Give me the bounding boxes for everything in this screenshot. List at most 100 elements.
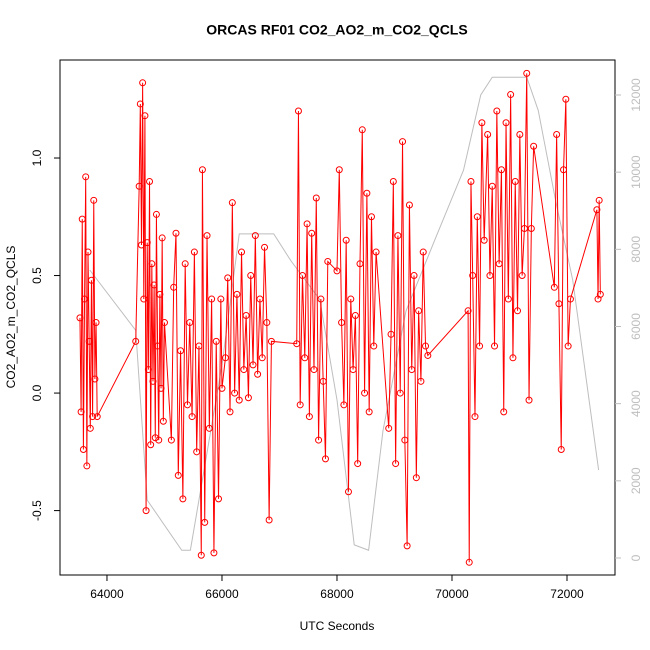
y2-tick-label: 10000 (629, 155, 643, 189)
point (467, 178, 475, 186)
point (158, 234, 166, 242)
point (424, 351, 432, 359)
point (367, 213, 375, 221)
point (136, 100, 144, 108)
point (305, 413, 313, 421)
point (399, 138, 407, 146)
point (372, 248, 380, 256)
point (186, 319, 194, 327)
point (140, 295, 148, 303)
point (356, 260, 364, 268)
y-tick-label: 1.0 (30, 149, 44, 166)
y2-tick-label: 12000 (629, 78, 643, 112)
point (177, 347, 185, 355)
point (317, 295, 325, 303)
point (486, 272, 494, 280)
point (566, 295, 574, 303)
point (476, 342, 484, 350)
point (167, 436, 175, 444)
point (560, 166, 568, 174)
point (480, 236, 488, 244)
point (148, 260, 156, 268)
point (525, 396, 533, 404)
point (195, 342, 203, 350)
point (247, 272, 255, 280)
point (312, 194, 320, 202)
point (495, 260, 503, 268)
y-tick-label: 0.0 (30, 384, 44, 401)
chart-title: ORCAS RF01 CO2_AO2_m_CO2_QCLS (206, 22, 467, 38)
point (417, 377, 425, 385)
point (484, 131, 492, 139)
point (84, 248, 92, 256)
point (87, 276, 95, 284)
point (90, 196, 98, 204)
point (464, 307, 472, 315)
point (261, 243, 269, 251)
point (92, 319, 100, 327)
point (215, 495, 223, 503)
point (370, 342, 378, 350)
point (197, 551, 205, 559)
point (405, 201, 413, 209)
point (471, 413, 479, 421)
point (392, 460, 400, 468)
point (86, 424, 94, 432)
point (78, 215, 86, 223)
y-tick-label: -0.5 (30, 500, 44, 521)
point (523, 69, 531, 77)
point (365, 408, 373, 416)
point (335, 166, 343, 174)
point (344, 488, 352, 496)
x-tick-label: 66000 (205, 587, 239, 601)
point (85, 337, 93, 345)
point (465, 558, 473, 566)
point (181, 260, 189, 268)
point (361, 389, 369, 397)
point (93, 413, 101, 421)
y-tick-label: 0.5 (30, 267, 44, 284)
point (217, 295, 225, 303)
y-axis-title: CO2_AO2_m_CO2_QCLS (4, 246, 18, 389)
point (511, 178, 519, 186)
point (557, 445, 565, 453)
point (226, 408, 234, 416)
series-line (89, 76, 600, 551)
x-tick-label: 64000 (90, 587, 124, 601)
point (354, 460, 362, 468)
point (152, 210, 160, 218)
point (137, 241, 145, 249)
point (231, 389, 239, 397)
y2-tick-label: 2000 (629, 467, 643, 494)
point (228, 199, 236, 207)
point (401, 436, 409, 444)
point (593, 206, 601, 214)
point (469, 272, 477, 280)
point (518, 272, 526, 280)
point (205, 424, 213, 432)
point (410, 272, 418, 280)
x-tick-label: 72000 (550, 587, 584, 601)
point (224, 274, 232, 282)
point (135, 182, 143, 190)
point (147, 441, 155, 449)
point (198, 166, 206, 174)
point (156, 290, 164, 298)
y2-tick-label: 4000 (629, 390, 643, 417)
point (174, 471, 182, 479)
point (208, 295, 216, 303)
point (504, 295, 512, 303)
point (351, 312, 359, 320)
point (258, 354, 266, 362)
point (555, 300, 563, 308)
point (190, 248, 198, 256)
point (238, 248, 246, 256)
point (89, 413, 97, 421)
point (83, 462, 91, 470)
series-line (79, 73, 601, 563)
point (298, 272, 306, 280)
point (77, 408, 85, 416)
point (340, 401, 348, 409)
point (347, 295, 355, 303)
point (595, 196, 603, 204)
